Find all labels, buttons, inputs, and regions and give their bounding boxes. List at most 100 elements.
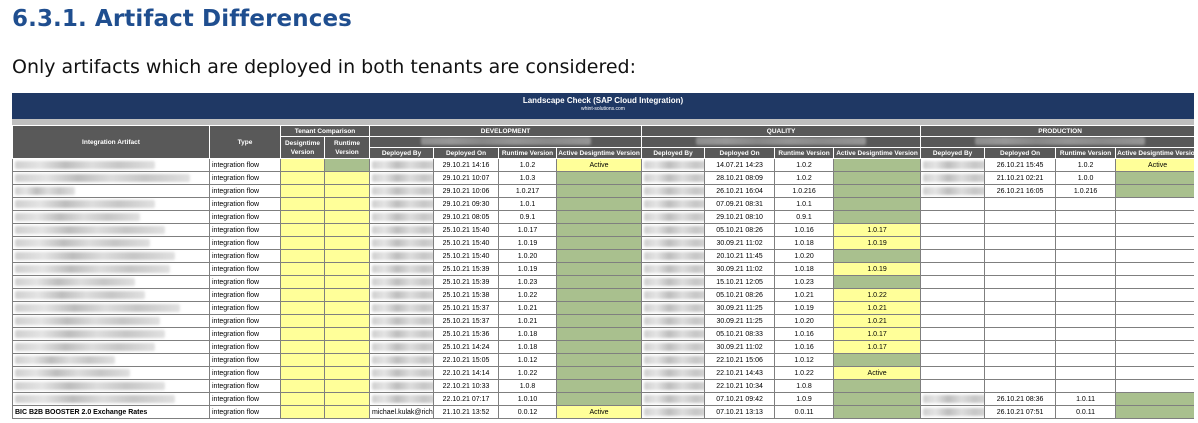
redacted-artifact-name [15, 329, 165, 338]
table-row: integration flow 25.10.21 15:40 1.0.20 20.1… [12, 249, 1194, 263]
cell-cmp-runtime [324, 158, 370, 172]
cell-qa-deployed-by [641, 249, 706, 263]
cell-dev-active: Active [555, 158, 643, 172]
cell-prd-active [1115, 366, 1194, 380]
cell-artifact-name [12, 223, 210, 237]
cell-dev-deployed-by [369, 184, 434, 198]
col-prd-deployed-by: Deployed By [920, 147, 986, 159]
redacted-user [372, 290, 433, 299]
table-row: integration flow 22.10.21 15:05 1.0.12 22.1… [12, 353, 1194, 367]
cell-prd-deployed-by [920, 405, 986, 419]
cell-prd-active [1115, 275, 1194, 289]
cell-dev-active [555, 184, 643, 198]
cell-prd-deployed-by [920, 301, 986, 315]
cell-qa-runtime: 1.0.12 [774, 353, 835, 367]
cell-artifact-name [12, 249, 210, 263]
col-qa-deployed-by: Deployed By [641, 147, 706, 159]
cell-dev-runtime: 1.0.10 [498, 392, 557, 406]
env-development-link[interactable] [368, 136, 643, 148]
cell-cmp-runtime [324, 353, 370, 367]
cell-prd-deployed-by [920, 327, 986, 341]
cell-qa-deployed-by [641, 223, 706, 237]
report-banner: Landscape Check (SAP Cloud Integration) … [12, 93, 1194, 119]
cell-cmp-runtime [324, 249, 370, 263]
cell-prd-deployed-on [984, 197, 1057, 211]
redacted-artifact-name [15, 251, 175, 260]
cell-prd-active [1115, 288, 1194, 302]
env-quality-link[interactable] [641, 136, 922, 148]
redacted-user [372, 173, 433, 182]
cell-dev-deployed-by [369, 275, 434, 289]
intro-text: Only artifacts which are deployed in bot… [12, 56, 636, 78]
cell-prd-runtime: 1.0.11 [1055, 392, 1117, 406]
cell-qa-deployed-by [641, 275, 706, 289]
cell-qa-active: 1.0.21 [833, 314, 922, 328]
cell-prd-deployed-by [920, 379, 986, 393]
col-qa-active: Active Designtime Version [833, 147, 922, 159]
cell-prd-active [1115, 184, 1194, 198]
report-divider [12, 119, 1194, 125]
cell-dev-deployed-on: 25.10.21 15:39 [433, 275, 499, 289]
redacted-user [923, 173, 984, 182]
cell-dev-deployed-on: 25.10.21 15:36 [433, 327, 499, 341]
table-row: integration flow 22.10.21 10:33 1.0.8 22.10… [12, 379, 1194, 393]
cell-type: integration flow [209, 405, 281, 419]
table-header: Integration Artifact Type Tenant Compari… [12, 125, 1194, 159]
redacted-user [372, 303, 433, 312]
cell-cmp-designtime [280, 210, 325, 224]
cell-dev-active [555, 301, 643, 315]
table-row: integration flow 25.10.21 15:37 1.0.21 30.0… [12, 314, 1194, 328]
redacted-user [644, 186, 704, 195]
cell-prd-deployed-on [984, 301, 1057, 315]
cell-prd-deployed-on: 21.10.21 02:21 [984, 171, 1057, 185]
redacted-artifact-name [15, 264, 170, 273]
cell-qa-deployed-on: 05.10.21 08:26 [704, 288, 776, 302]
cell-dev-deployed-on: 25.10.21 15:40 [433, 223, 499, 237]
cell-dev-deployed-by [369, 353, 434, 367]
cell-prd-runtime [1055, 223, 1117, 237]
cell-dev-deployed-by [369, 262, 434, 276]
cell-cmp-designtime [280, 171, 325, 185]
cell-dev-runtime: 1.0.3 [498, 171, 557, 185]
table-row: integration flow 25.10.21 15:40 1.0.17 05.1… [12, 223, 1194, 237]
cell-qa-deployed-on: 20.10.21 11:45 [704, 249, 776, 263]
cell-qa-active: 1.0.22 [833, 288, 922, 302]
cell-prd-deployed-on [984, 327, 1057, 341]
cell-dev-runtime: 1.0.17 [498, 223, 557, 237]
cell-prd-deployed-by [920, 171, 986, 185]
col-dev-deployed-on: Deployed On [433, 147, 499, 159]
cell-dev-runtime: 1.0.19 [498, 236, 557, 250]
cell-qa-runtime: 1.0.18 [774, 236, 835, 250]
redacted-user [372, 264, 433, 273]
cell-qa-deployed-on: 07.10.21 09:42 [704, 392, 776, 406]
cell-prd-deployed-by [920, 392, 986, 406]
cell-prd-deployed-by [920, 340, 986, 354]
cell-artifact-name [12, 314, 210, 328]
cell-cmp-runtime [324, 197, 370, 211]
cell-qa-active [833, 210, 922, 224]
redacted-artifact-name [15, 277, 135, 286]
cell-dev-deployed-on: 29.10.21 08:05 [433, 210, 499, 224]
env-production-link[interactable] [920, 136, 1194, 148]
col-qa-deployed-on: Deployed On [704, 147, 776, 159]
redacted-user [644, 225, 704, 234]
cell-qa-deployed-by [641, 197, 706, 211]
cell-dev-deployed-by [369, 327, 434, 341]
cell-dev-active [555, 249, 643, 263]
cell-prd-deployed-on [984, 236, 1057, 250]
cell-prd-active [1115, 249, 1194, 263]
cell-cmp-runtime [324, 171, 370, 185]
artifact-differences-table: Integration Artifact Type Tenant Compari… [12, 125, 1194, 419]
cell-prd-deployed-by [920, 197, 986, 211]
cell-prd-deployed-on [984, 249, 1057, 263]
cell-cmp-designtime [280, 223, 325, 237]
cell-artifact-name [12, 184, 210, 198]
cell-prd-active [1115, 314, 1194, 328]
table-row: integration flow 25.10.21 15:39 1.0.19 30.0… [12, 262, 1194, 276]
cell-prd-deployed-by [920, 262, 986, 276]
cell-cmp-designtime [280, 275, 325, 289]
cell-cmp-designtime [280, 379, 325, 393]
cell-prd-active [1115, 262, 1194, 276]
cell-qa-deployed-by [641, 288, 706, 302]
cell-artifact-name [12, 262, 210, 276]
